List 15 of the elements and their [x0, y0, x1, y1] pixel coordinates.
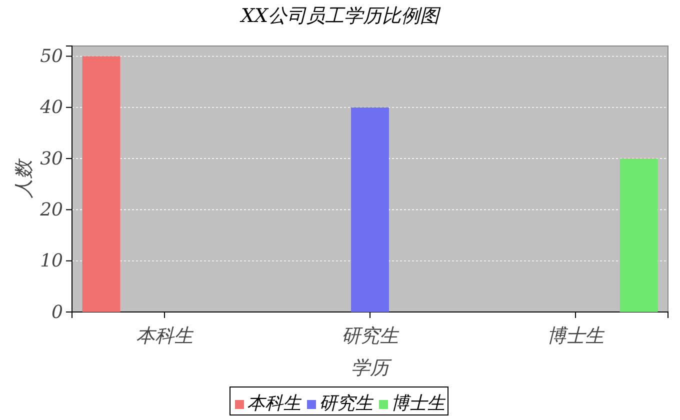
y-tick-label: 10	[40, 250, 63, 272]
legend-label: 本科生	[247, 393, 302, 414]
chart-title: XX公司员工学历比例图	[238, 5, 442, 27]
y-tick-label: 20	[39, 199, 63, 220]
y-tick-label: 40	[39, 97, 63, 118]
x-tick-label: 本科生	[136, 324, 194, 347]
y-tick-label: 50	[40, 46, 63, 67]
y-axis-title: 人数	[13, 158, 35, 199]
x-tick-label: 研究生	[342, 324, 400, 347]
y-tick-label: 30	[40, 148, 63, 170]
legend-label: 研究生	[319, 393, 374, 414]
x-tick-label: 博士生	[547, 324, 606, 347]
x-axis-title: 学历	[351, 357, 392, 379]
y-tick-label: 0	[52, 302, 63, 323]
legend-label: 博士生	[391, 393, 446, 414]
